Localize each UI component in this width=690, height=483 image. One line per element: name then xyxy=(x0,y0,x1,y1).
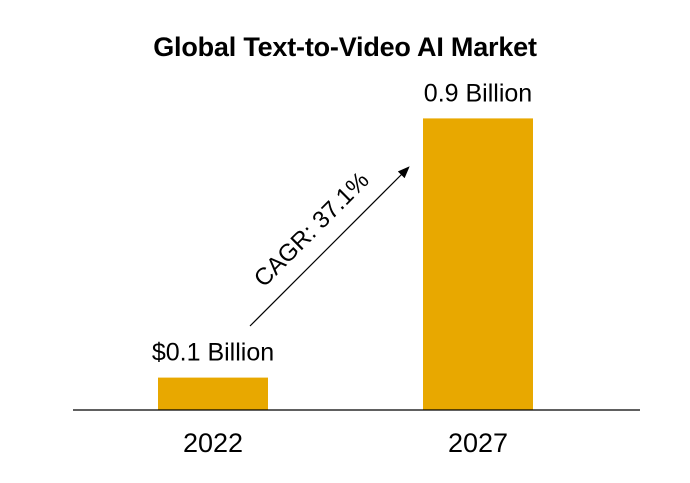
cagr-annotation: CAGR: 37.1% xyxy=(249,167,375,293)
bar-2022 xyxy=(158,377,268,410)
data-label-2027: 0.9 Billion xyxy=(424,79,532,107)
x-tick-label-2022: 2022 xyxy=(183,428,243,458)
bar-2027 xyxy=(423,118,533,411)
x-tick-label-2027: 2027 xyxy=(448,428,508,458)
data-label-2022: $0.1 Billion xyxy=(152,339,274,367)
chart-title: Global Text-to-Video AI Market xyxy=(153,32,537,62)
cagr-arrow xyxy=(249,166,410,327)
